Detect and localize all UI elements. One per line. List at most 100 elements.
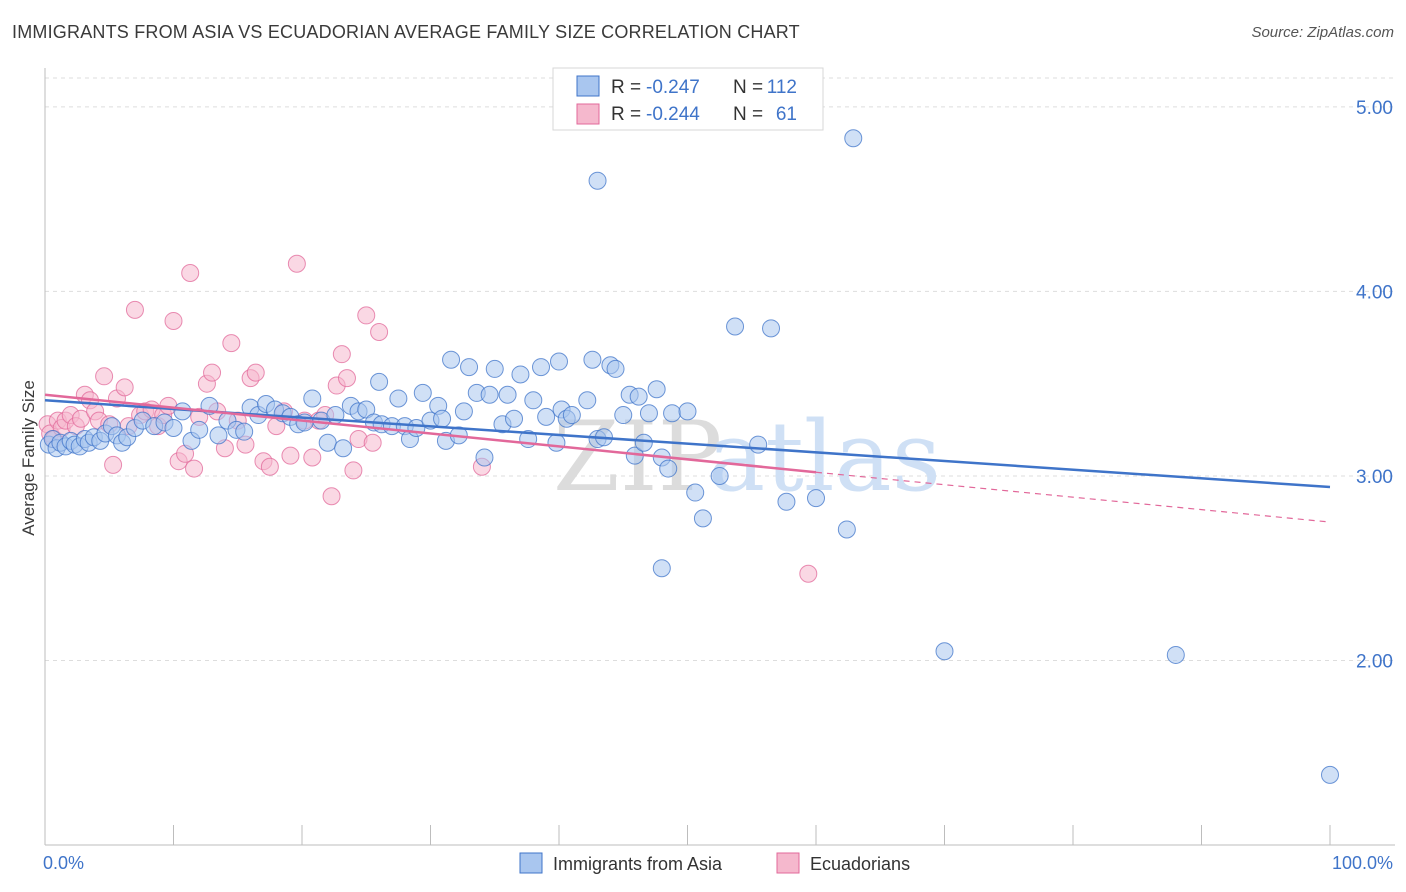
data-point-asia (498, 385, 517, 404)
data-point-asia (318, 433, 337, 452)
y-tick-label: 5.00 (1356, 98, 1393, 119)
data-point-ecuadorians (164, 311, 183, 330)
stats-swatch-asia (576, 75, 600, 97)
data-point-asia (547, 433, 566, 452)
data-point-ecuadorians (125, 300, 144, 319)
data-point-ecuadorians (222, 334, 241, 353)
data-point-ecuadorians (287, 254, 306, 273)
data-point-asia (614, 406, 633, 425)
data-point-ecuadorians (260, 457, 279, 476)
data-point-ecuadorians (363, 433, 382, 452)
stats-r-value-ecuadorians: -0.244 (646, 104, 700, 125)
data-point-asia (762, 319, 781, 338)
data-point-asia (480, 385, 499, 404)
data-point-asia (475, 448, 494, 467)
data-point-ecuadorians (303, 448, 322, 467)
data-point-asia (639, 404, 658, 423)
data-point-asia (485, 359, 504, 378)
data-point-asia (190, 420, 209, 439)
data-point-ecuadorians (370, 323, 389, 342)
data-point-asia (652, 559, 671, 578)
data-point-asia (710, 466, 729, 485)
data-point-asia (606, 359, 625, 378)
data-point-asia (550, 352, 568, 371)
stats-r-label-asia: R = (611, 77, 641, 98)
data-point-asia (777, 492, 796, 511)
data-point-asia (749, 435, 768, 454)
data-point-asia (413, 383, 432, 402)
data-point-asia (532, 358, 551, 377)
stats-n-value-ecuadorians: 61 (776, 104, 797, 125)
data-point-ecuadorians (281, 446, 300, 465)
data-point-asia (647, 380, 666, 399)
stats-box: R = -0.247 N = 112 R = -0.244 N = 61 (552, 67, 824, 131)
data-point-asia (935, 642, 954, 661)
data-point-asia (235, 422, 254, 441)
data-point-asia (562, 406, 581, 425)
data-point-asia (370, 372, 389, 391)
data-point-asia (537, 407, 556, 426)
data-point-asia (164, 418, 183, 437)
data-point-ecuadorians (185, 459, 204, 478)
legend-label-asia: Immigrants from Asia (553, 854, 723, 874)
data-point-asia (389, 389, 408, 408)
data-point-ecuadorians (203, 363, 222, 382)
data-point-asia (634, 433, 653, 452)
data-point-asia (686, 483, 705, 502)
chart-title: IMMIGRANTS FROM ASIA VS ECUADORIAN AVERA… (12, 22, 800, 42)
tick-labels: 2.00 3.00 4.00 5.00 0.0% 100.0% (43, 98, 1393, 873)
data-point-ecuadorians (104, 455, 123, 474)
data-point-ecuadorians (115, 378, 134, 397)
data-point-asia (1321, 765, 1339, 784)
data-point-asia (629, 387, 648, 406)
data-point-asia (837, 520, 856, 539)
stats-n-label-asia: N = (733, 77, 763, 98)
data-point-asia (1166, 645, 1185, 664)
y-axis-title: Average Family Size (19, 380, 38, 536)
data-point-asia (442, 350, 461, 369)
trend-line-ecuadorians (44, 393, 817, 474)
data-point-asia (173, 402, 192, 421)
x-tick-label-end: 100.0% (1332, 853, 1393, 873)
data-point-ecuadorians (344, 461, 363, 480)
data-point-ecuadorians (71, 409, 90, 428)
legend-label-ecuadorians: Ecuadorians (810, 854, 910, 874)
trend-line-ecuadorians-extension (815, 471, 1331, 523)
data-point-asia (433, 409, 452, 428)
legend-swatch-ecuadorians (776, 852, 800, 874)
data-point-ecuadorians (181, 263, 200, 282)
trend-lines (44, 393, 1331, 523)
data-point-asia (578, 391, 597, 410)
stats-swatch-ecuadorians (576, 103, 600, 125)
data-point-asia (807, 489, 825, 508)
data-point-asia (844, 129, 863, 148)
legend: Immigrants from Asia Ecuadorians (519, 852, 910, 874)
y-tick-label: 3.00 (1356, 467, 1393, 488)
data-point-asia (583, 350, 602, 369)
data-point-ecuadorians (322, 487, 341, 506)
data-point-asia (505, 409, 524, 428)
data-point-asia (524, 391, 543, 410)
data-point-asia (334, 439, 353, 458)
trend-line-asia (44, 399, 1331, 489)
stats-n-label-ecuadorians: N = (733, 104, 763, 125)
data-point-asia (726, 317, 745, 336)
data-point-ecuadorians (357, 306, 376, 325)
data-point-asia (454, 402, 473, 421)
data-point-ecuadorians (332, 345, 351, 364)
data-point-ecuadorians (95, 367, 114, 386)
data-point-asia (663, 404, 682, 423)
y-tick-label: 4.00 (1356, 282, 1393, 303)
legend-swatch-asia (519, 852, 543, 874)
data-point-asia (659, 459, 678, 478)
data-point-asia (588, 171, 607, 190)
stats-n-value-asia: 112 (767, 77, 797, 98)
stats-r-value-asia: -0.247 (646, 77, 700, 98)
data-point-asia (511, 365, 530, 384)
axes (44, 68, 1395, 846)
data-point-ecuadorians (337, 369, 356, 388)
data-point-ecuadorians (246, 363, 265, 382)
x-tick-label-start: 0.0% (43, 853, 84, 873)
data-point-asia (209, 426, 228, 445)
